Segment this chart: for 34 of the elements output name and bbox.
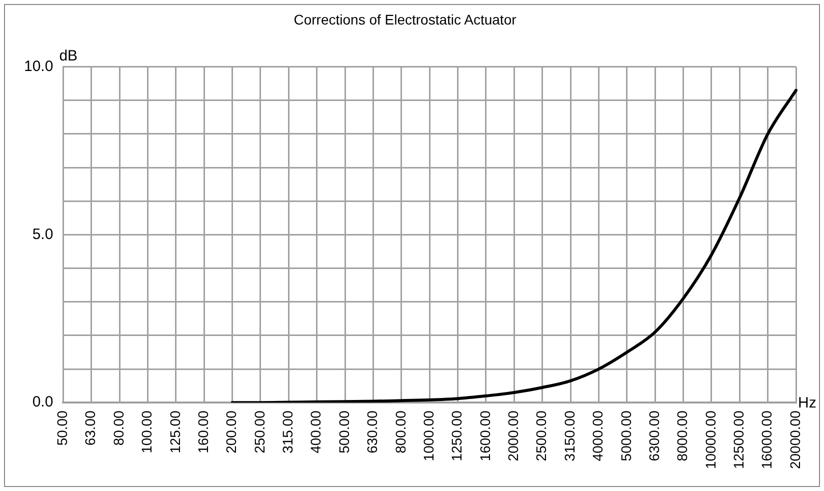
x-tick-label: 2000.00 [505, 410, 522, 462]
x-tick-label: 160.00 [194, 410, 211, 454]
x-tick-label: 10000.00 [702, 410, 718, 470]
chart-title: Corrections of Electrostatic Actuator [294, 11, 517, 28]
x-tick-label: 8000.00 [674, 410, 690, 462]
x-tick-label: 63.00 [82, 410, 98, 446]
x-axis-title: Hz [798, 394, 816, 412]
line-series [230, 88, 798, 403]
x-tick-label: 20000.00 [786, 410, 803, 470]
x-tick-label: 1250.00 [448, 410, 465, 462]
x-tick-label: 250.00 [251, 410, 268, 454]
x-tick-label: 16000.00 [758, 410, 775, 470]
x-tick-label: 200.00 [223, 410, 240, 454]
x-tick-label: 2500.00 [533, 410, 550, 462]
x-tick-label: 50.00 [54, 410, 70, 446]
x-tick-label: 4000.00 [590, 410, 606, 462]
x-tick-label: 630.00 [364, 410, 380, 454]
x-tick-label: 800.00 [392, 410, 408, 454]
y-tick-label: 5.0 [32, 226, 54, 243]
x-tick-label: 1600.00 [476, 410, 493, 462]
x-tick-label: 5000.00 [618, 410, 634, 462]
x-tick-label: 125.00 [166, 410, 183, 454]
x-tick-label: 400.00 [308, 410, 324, 454]
x-tick-label: 100.00 [138, 410, 155, 454]
x-tick-label: 315.00 [280, 410, 296, 454]
x-tick-label: 500.00 [336, 410, 352, 454]
x-tick-label: 12500.00 [730, 410, 746, 470]
x-tick-label: 6300.00 [646, 410, 662, 462]
x-tick-label: 80.00 [110, 410, 126, 446]
y-tick-label: 10.0 [24, 58, 54, 75]
y-axis-title: dB [59, 47, 78, 64]
x-tick-label: 3150.00 [561, 410, 578, 462]
x-tick-label: 1000.00 [420, 410, 436, 462]
y-tick-label: 0.0 [32, 394, 54, 411]
